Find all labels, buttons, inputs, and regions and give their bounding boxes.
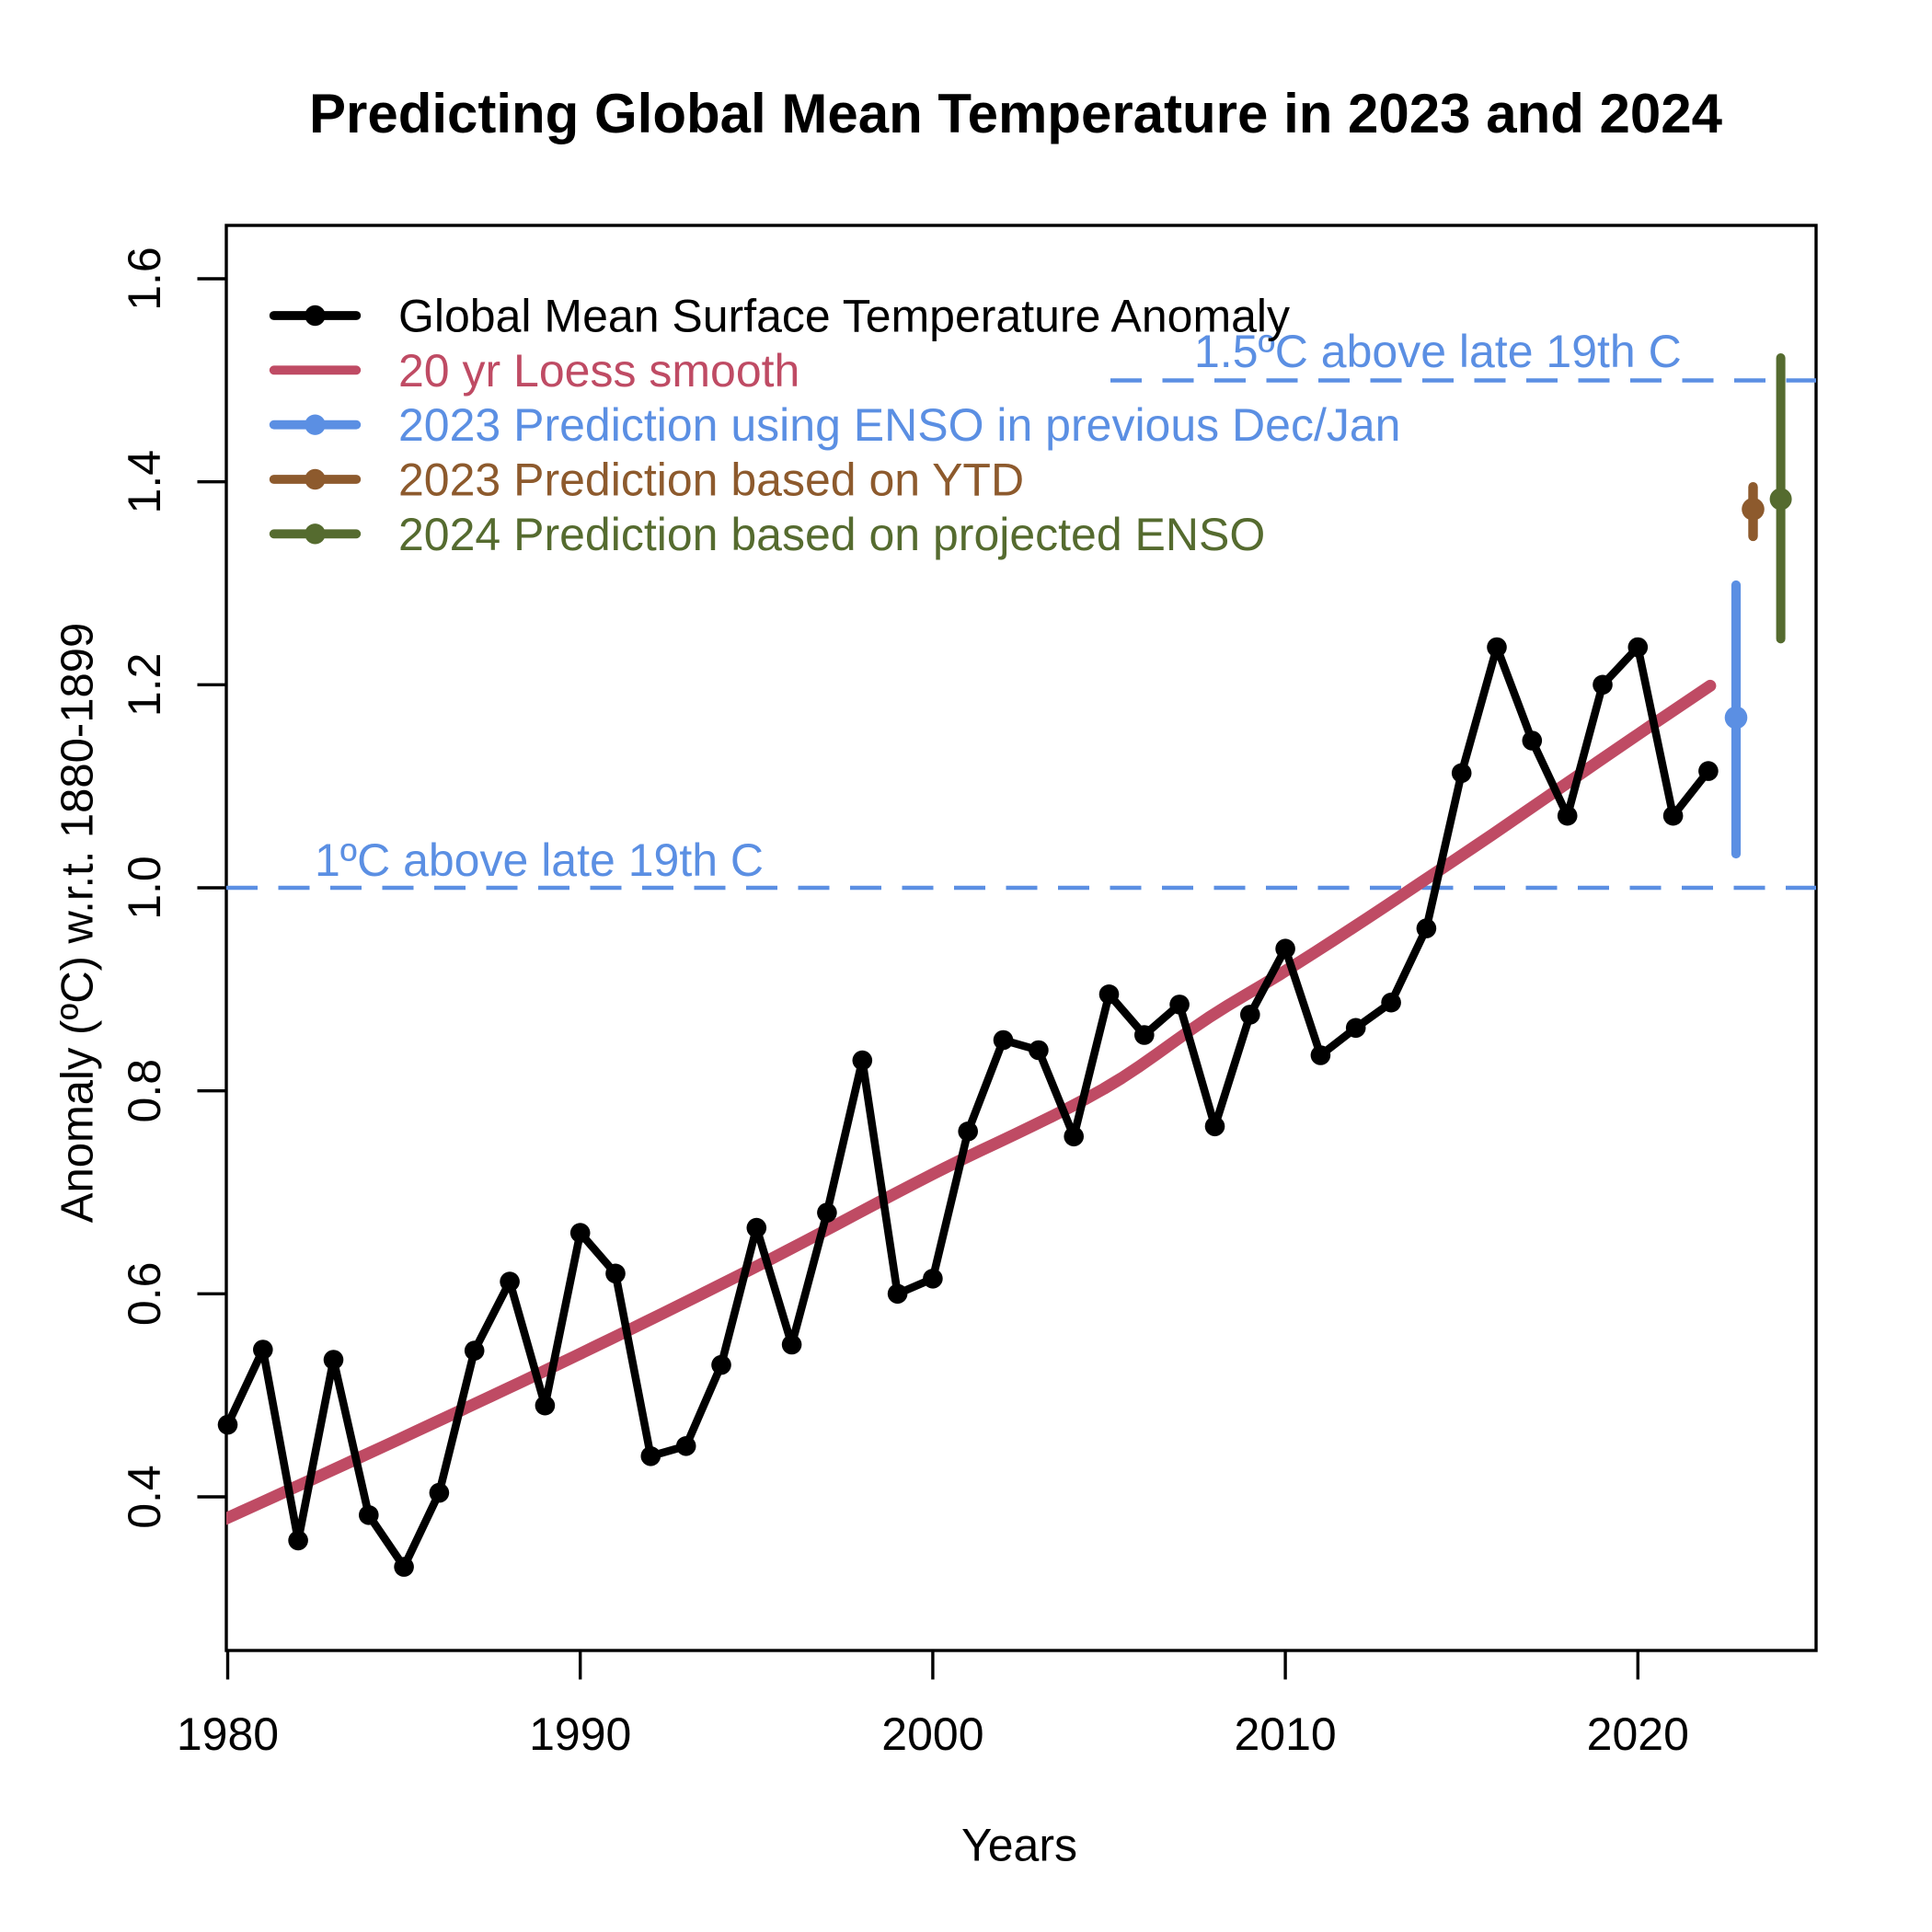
- svg-text:Global Mean Surface Temperatur: Global Mean Surface Temperature Anomaly: [398, 291, 1290, 342]
- svg-text:1.5ºC above late 19th C: 1.5ºC above late 19th C: [1194, 326, 1682, 377]
- svg-text:2000: 2000: [881, 1708, 983, 1760]
- svg-text:1990: 1990: [529, 1708, 631, 1760]
- svg-text:Anomaly (ºC) w.r.t. 1880-1899: Anomaly (ºC) w.r.t. 1880-1899: [53, 623, 103, 1223]
- svg-text:1.2: 1.2: [119, 653, 170, 718]
- svg-text:1ºC above late 19th C: 1ºC above late 19th C: [315, 834, 764, 886]
- svg-text:20 yr Loess smooth: 20 yr Loess smooth: [398, 345, 799, 397]
- svg-text:Predicting Global Mean Tempera: Predicting Global Mean Temperature in 20…: [309, 83, 1723, 144]
- svg-text:1.0: 1.0: [119, 856, 170, 920]
- svg-text:Years: Years: [961, 1820, 1077, 1871]
- svg-text:0.4: 0.4: [119, 1465, 170, 1529]
- svg-text:2010: 2010: [1234, 1708, 1336, 1760]
- svg-text:0.6: 0.6: [119, 1262, 170, 1327]
- svg-text:1.4: 1.4: [119, 450, 170, 514]
- svg-text:2023 Prediction using ENSO in: 2023 Prediction using ENSO in previous D…: [398, 399, 1400, 451]
- svg-text:1980: 1980: [177, 1708, 279, 1760]
- svg-text:2023 Prediction based on YTD: 2023 Prediction based on YTD: [398, 454, 1024, 506]
- svg-text:2020: 2020: [1587, 1708, 1689, 1760]
- svg-text:2024 Prediction based on proje: 2024 Prediction based on projected ENSO: [398, 509, 1265, 560]
- svg-text:0.8: 0.8: [119, 1059, 170, 1123]
- svg-text:1.6: 1.6: [119, 247, 170, 311]
